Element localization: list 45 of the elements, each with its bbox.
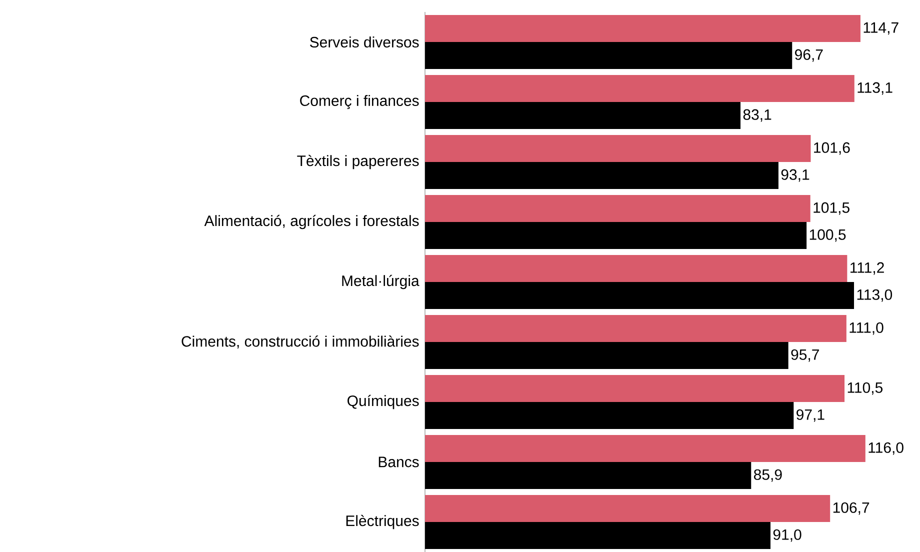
- data-label: 106,7: [833, 502, 870, 515]
- data-label: 96,7: [795, 49, 823, 62]
- bar: [425, 135, 811, 162]
- bar: [425, 255, 848, 282]
- data-label: 111,2: [850, 262, 884, 275]
- data-label: 110,5: [848, 382, 883, 395]
- y-tick-label: Químiques: [348, 394, 419, 410]
- data-label: 91,0: [773, 529, 802, 542]
- bar: [425, 522, 770, 550]
- data-label: 85,9: [754, 469, 782, 482]
- data-label: 113,1: [858, 82, 892, 95]
- bar: [425, 195, 810, 222]
- data-label: 114,7: [864, 22, 898, 35]
- y-tick-label: Serveis diversos: [310, 36, 419, 48]
- bar: [425, 162, 778, 190]
- bar: [425, 102, 740, 130]
- bar: [425, 282, 854, 310]
- y-tick-label: Tèxtils i papereres: [297, 154, 419, 170]
- bar: [425, 402, 794, 430]
- y-tick-label: Comerç i finances: [300, 94, 419, 110]
- bar: [425, 375, 845, 402]
- data-label: 111,0: [850, 322, 884, 335]
- bar: [425, 462, 752, 490]
- bar: [425, 75, 854, 102]
- y-tick-label: Ciments, construcció i immobiliàries: [182, 336, 419, 348]
- data-label: 95,7: [791, 349, 819, 362]
- data-label: 113,0: [857, 289, 892, 302]
- bar: [425, 315, 846, 342]
- data-label: 93,1: [781, 169, 810, 182]
- y-tick-label: Metal·lúrgia: [342, 274, 420, 290]
- y-tick-label: Bancs: [378, 456, 419, 468]
- bar: [425, 15, 860, 42]
- data-label: 97,1: [796, 409, 824, 422]
- data-label: 101,5: [814, 202, 850, 215]
- bar: [425, 42, 792, 69]
- data-label: 100,5: [810, 229, 846, 242]
- y-tick-label: Alimentació, agrícoles i forestals: [204, 214, 419, 230]
- y-tick-label: Elèctriques: [346, 514, 419, 530]
- data-label: 101,6: [814, 142, 850, 155]
- bar: [425, 222, 807, 250]
- data-label: 83,1: [743, 109, 772, 122]
- data-label: 116,0: [868, 442, 904, 455]
- bar: [425, 435, 866, 462]
- bar: [425, 342, 788, 370]
- bar: [425, 495, 830, 522]
